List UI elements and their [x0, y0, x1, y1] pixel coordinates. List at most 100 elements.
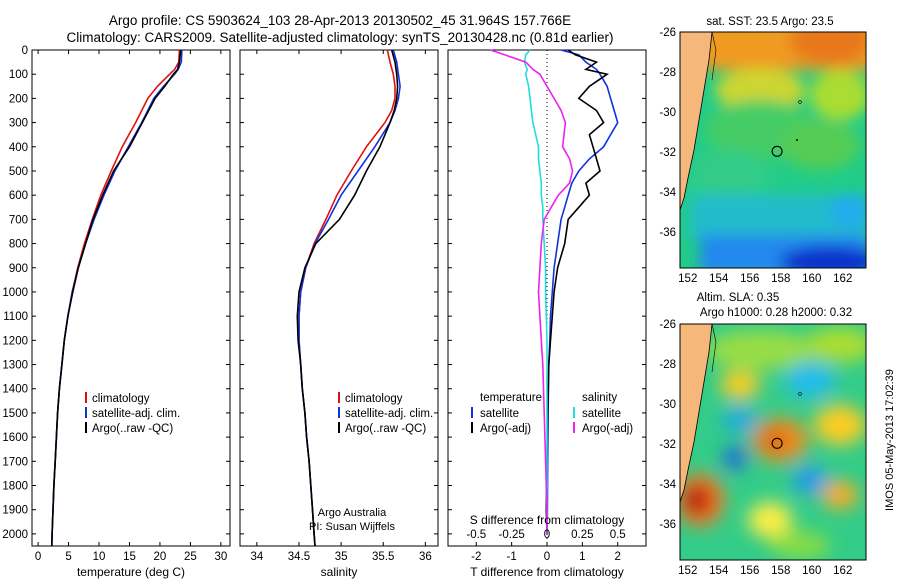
legend-label-s-argo: Argo(-adj) [582, 423, 633, 435]
x-tick-label: 34 [250, 551, 263, 563]
depth-tick-label: 400 [9, 142, 28, 154]
series-line-climatology [298, 49, 396, 547]
map-y-tick-label: -34 [659, 479, 676, 491]
x-tick-label: 35.5 [372, 551, 394, 563]
legend-label-t-argo: Argo(-adj) [480, 423, 531, 435]
x-tick-label: 15 [123, 551, 136, 563]
s-tick-label: -0.5 [466, 529, 486, 541]
x-tick-label: 10 [93, 551, 106, 563]
depth-tick-label: 1200 [2, 335, 28, 347]
map-x-tick-label: 156 [740, 565, 759, 577]
x-tick-label: 0 [35, 551, 41, 563]
salinity-legend: climatology satellite-adj. clim. Argo(..… [338, 392, 433, 435]
difference-xlabel: T difference from climatology [470, 565, 624, 579]
depth-tick-label: 100 [9, 69, 28, 81]
series-line-t-satellite [546, 49, 619, 534]
s-tick-label: 0.25 [571, 529, 593, 541]
x-tick-label: -1 [507, 551, 517, 563]
map-y-tick-label: -28 [659, 67, 676, 79]
map-y-tick-label: -26 [659, 319, 676, 331]
x-tick-label: 36 [419, 551, 432, 563]
legend-label-s-satellite: satellite [582, 408, 621, 420]
map-x-tick-label: 152 [678, 273, 697, 285]
map-x-tick-label: 162 [833, 565, 852, 577]
x-tick-label: 1 [579, 551, 585, 563]
temperature-legend: climatology satellite-adj. clim. Argo(..… [85, 392, 180, 435]
sst-map [679, 31, 867, 269]
map-y-tick-label: -28 [659, 359, 676, 371]
header-line-1: Argo profile: CS 5903624_103 28-Apr-2013… [109, 13, 571, 28]
map-x-tick-label: 154 [709, 565, 729, 577]
float-position-marker [771, 437, 783, 449]
map-y-tick-label: -32 [659, 147, 676, 159]
map-x-tick-label: 160 [802, 565, 821, 577]
legend-label-climatology: climatology [92, 393, 150, 405]
profile-lines [51, 49, 619, 547]
argo-australia-label: Argo Australia [318, 507, 387, 519]
pi-label: PI: Susan Wijffels [309, 521, 395, 533]
legend-title-salinity: salinity [582, 392, 617, 404]
temperature-panel [31, 49, 231, 547]
map-x-tick-label: 158 [771, 565, 790, 577]
legend-title-temperature: temperature [480, 392, 542, 404]
series-line-s-satellite [523, 49, 548, 534]
legend-label-argo: Argo(..raw -QC) [345, 423, 426, 435]
x-tick-label: 20 [154, 551, 167, 563]
header-line-2: Climatology: CARS2009. Satellite-adjuste… [66, 30, 613, 45]
series-line-satellite-adj-clim- [298, 49, 401, 547]
legend-label-satellite: satellite-adj. clim. [345, 408, 433, 420]
x-tick-label: -2 [471, 551, 481, 563]
x-tick-label: 5 [65, 551, 71, 563]
difference-legend: temperature salinity satellite Argo(-adj… [471, 392, 633, 435]
imos-timestamp: IMOS 05-May-2013 17:02:39 [884, 369, 896, 511]
depth-tick-label: 1000 [2, 287, 28, 299]
map-x-tick-label: 156 [740, 273, 759, 285]
depth-tick-label: 1500 [2, 408, 28, 420]
depth-tick-label: 0 [22, 45, 28, 57]
depth-tick-label: 1900 [2, 505, 28, 517]
map-x-tick-label: 160 [802, 273, 821, 285]
depth-tick-label: 1100 [3, 311, 28, 323]
depth-tick-label: 600 [9, 190, 28, 202]
float-position-marker [771, 145, 783, 157]
temperature-xlabel: temperature (deg C) [77, 565, 185, 579]
depth-tick-label: 1800 [2, 481, 28, 493]
depth-tick-label: 900 [9, 263, 28, 275]
x-tick-label: 0 [544, 551, 550, 563]
legend-label-climatology: climatology [345, 393, 403, 405]
map-x-tick-label: 158 [771, 273, 790, 285]
x-tick-label: 34.5 [288, 551, 310, 563]
series-line-s-argo-adj- [490, 49, 574, 534]
x-tick-label: 30 [214, 551, 227, 563]
depth-tick-label: 700 [9, 214, 28, 226]
sla-map [679, 323, 867, 561]
depth-tick-label: 200 [9, 93, 28, 105]
depth-tick-label: 500 [9, 166, 28, 178]
x-tick-label: 25 [184, 551, 197, 563]
map-y-tick-label: -34 [659, 187, 676, 199]
depth-tick-label: 800 [9, 239, 28, 251]
map-y-tick-label: -36 [659, 227, 676, 239]
sla-map-title: Altim. SLA: 0.35 [697, 292, 779, 304]
map-y-tick-label: -32 [659, 439, 676, 451]
series-line-argo-raw-qc- [296, 49, 399, 547]
map-y-tick-label: -36 [659, 519, 676, 531]
map-x-tick-label: 152 [678, 565, 697, 577]
depth-tick-label: 1300 [2, 360, 28, 372]
depth-tick-label: 1600 [2, 432, 28, 444]
map-x-tick-label: 162 [833, 273, 852, 285]
legend-label-t-satellite: satellite [480, 408, 519, 420]
salinity-panel [239, 49, 439, 547]
depth-tick-label: 1400 [2, 384, 28, 396]
map-y-tick-label: -30 [659, 107, 676, 119]
map-y-tick-label: -26 [659, 27, 676, 39]
depth-tick-label: 300 [9, 118, 28, 130]
series-line-t-argo-adj- [545, 49, 610, 534]
s-tick-label: -0.25 [499, 529, 525, 541]
salinity-xlabel: salinity [321, 565, 358, 579]
difference-xlabel-top: S difference from climatology [470, 513, 625, 527]
legend-label-satellite: satellite-adj. clim. [92, 408, 180, 420]
map-x-tick-label: 154 [709, 273, 729, 285]
series-line-argo-raw-qc- [51, 49, 182, 547]
